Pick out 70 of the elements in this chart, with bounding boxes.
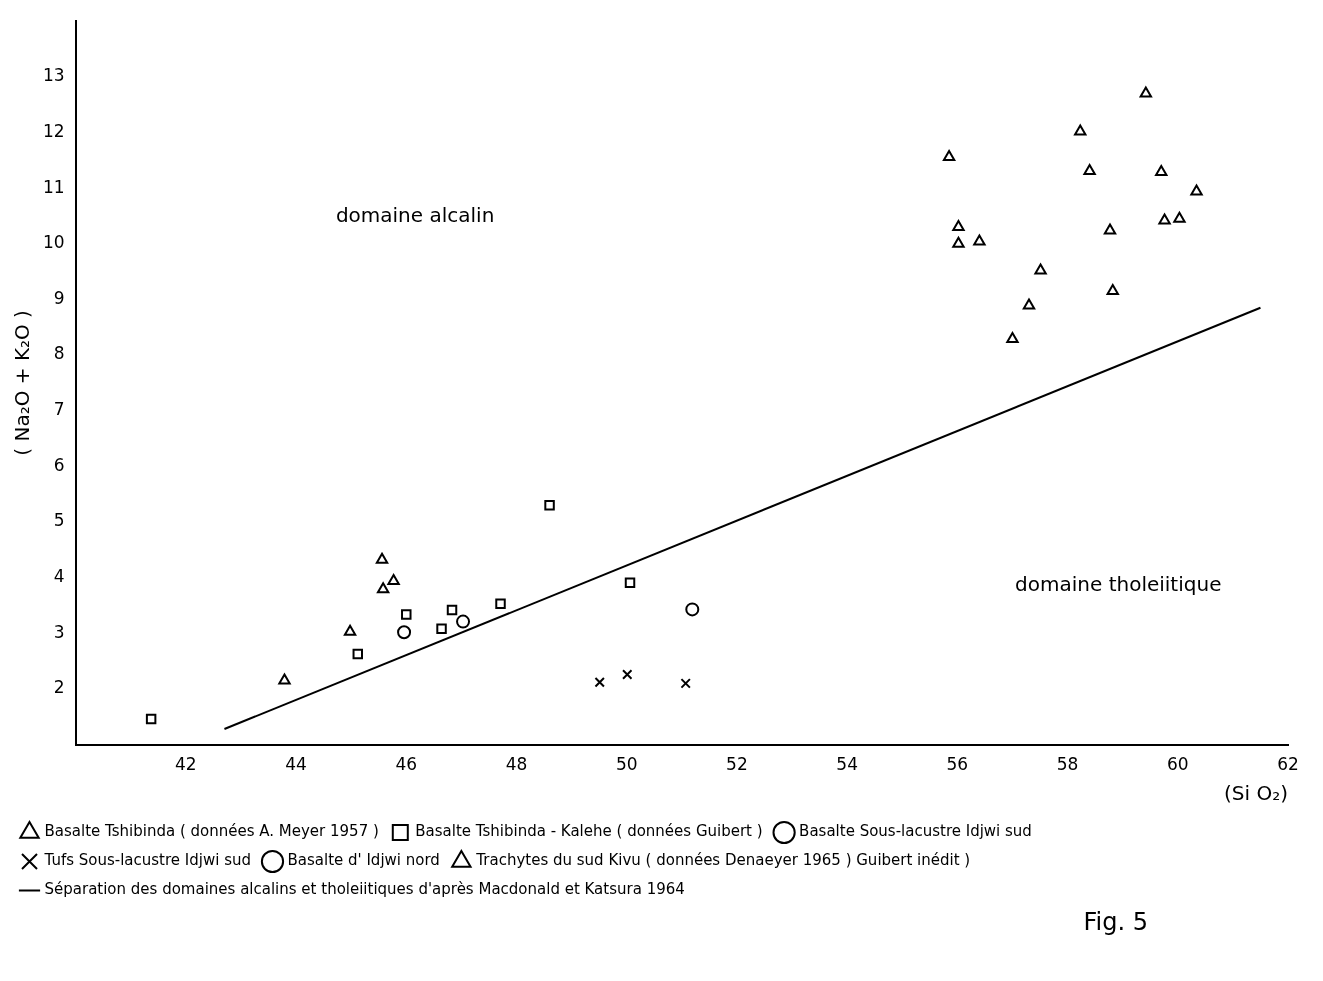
- y-tick-label: 9: [53, 287, 65, 308]
- caption: Fig. 5: [1082, 908, 1149, 936]
- point: [624, 577, 636, 588]
- point: [1158, 213, 1171, 225]
- point: [145, 713, 157, 725]
- x-tick-label: 46: [395, 754, 418, 775]
- point: [1074, 124, 1087, 136]
- point: [1190, 184, 1203, 196]
- legend-label: Trachytes du sud Kivu ( données Denaeyer 1965 ) Guibert inédit ): [475, 851, 971, 870]
- point: [397, 625, 412, 640]
- point: [952, 236, 965, 248]
- x-tick-label: 48: [505, 754, 528, 775]
- point: [375, 552, 389, 564]
- y-tick-label: 6: [53, 454, 65, 475]
- point: [376, 582, 390, 594]
- point: [1106, 284, 1119, 296]
- y-tick-label: 3: [53, 621, 65, 642]
- point: [436, 623, 447, 635]
- point: [1083, 163, 1096, 175]
- point: [594, 677, 605, 688]
- point: [1103, 223, 1117, 235]
- point: [1155, 165, 1168, 176]
- x-axis-title: (Si O₂): [1224, 781, 1288, 806]
- legend-label: Basalte Tshibinda - Kalehe ( données Guibert ): [415, 822, 763, 841]
- y-tick-label: 4: [53, 566, 65, 587]
- legend-label: Basalte Sous-lacustre Idjwi sud: [799, 822, 1032, 841]
- x-tick-label: 62: [1277, 754, 1299, 775]
- point: [1139, 86, 1153, 98]
- y-tick-label: 5: [53, 510, 65, 531]
- legend-label: Tufs Sous-lacustre Idjwi sud: [43, 851, 251, 870]
- point: [685, 602, 700, 617]
- x-tick-label: 50: [615, 754, 638, 775]
- point: [1022, 298, 1036, 310]
- x-tick-label: 58: [1056, 754, 1079, 775]
- point: [343, 624, 357, 636]
- x-tick-label: 54: [836, 754, 858, 775]
- point: [387, 574, 400, 585]
- x-tick-label: 56: [946, 754, 969, 775]
- point: [952, 220, 965, 232]
- point: [1034, 263, 1047, 275]
- y-tick-label: 8: [53, 343, 65, 364]
- annotation: domaine tholeiitique: [1015, 571, 1222, 596]
- point: [544, 500, 555, 511]
- point: [622, 669, 633, 680]
- point: [973, 234, 986, 246]
- y-tick-label: 11: [42, 176, 65, 197]
- point: [352, 648, 364, 660]
- legend-label: Basalte d' Idjwi nord: [287, 851, 440, 870]
- x-tick-label: 42: [175, 754, 197, 775]
- x-tick-label: 44: [285, 754, 307, 775]
- point: [680, 678, 691, 689]
- legend-label: Séparation des domaines alcalins et tholeiitiques d'après Macdonald et Katsura 1964: [44, 880, 685, 899]
- y-axis-title: ( Na₂O + K₂O ): [10, 310, 35, 456]
- point: [456, 614, 471, 629]
- point: [278, 673, 291, 685]
- point: [446, 604, 458, 616]
- x-tick-label: 60: [1166, 754, 1189, 775]
- point: [1173, 211, 1186, 223]
- point: [1006, 331, 1019, 343]
- x-tick-label: 52: [726, 754, 748, 775]
- point: [401, 609, 412, 620]
- y-tick-label: 13: [42, 65, 65, 86]
- y-tick-label: 12: [42, 120, 65, 141]
- y-tick-label: 7: [53, 399, 65, 420]
- y-tick-label: 2: [53, 677, 65, 698]
- y-tick-label: 10: [42, 232, 65, 253]
- point: [495, 598, 506, 610]
- legend-label: Basalte Tshibinda ( données A. Meyer 1957 ): [44, 822, 379, 841]
- point: [942, 149, 956, 161]
- annotation: domaine alcalin: [335, 202, 495, 227]
